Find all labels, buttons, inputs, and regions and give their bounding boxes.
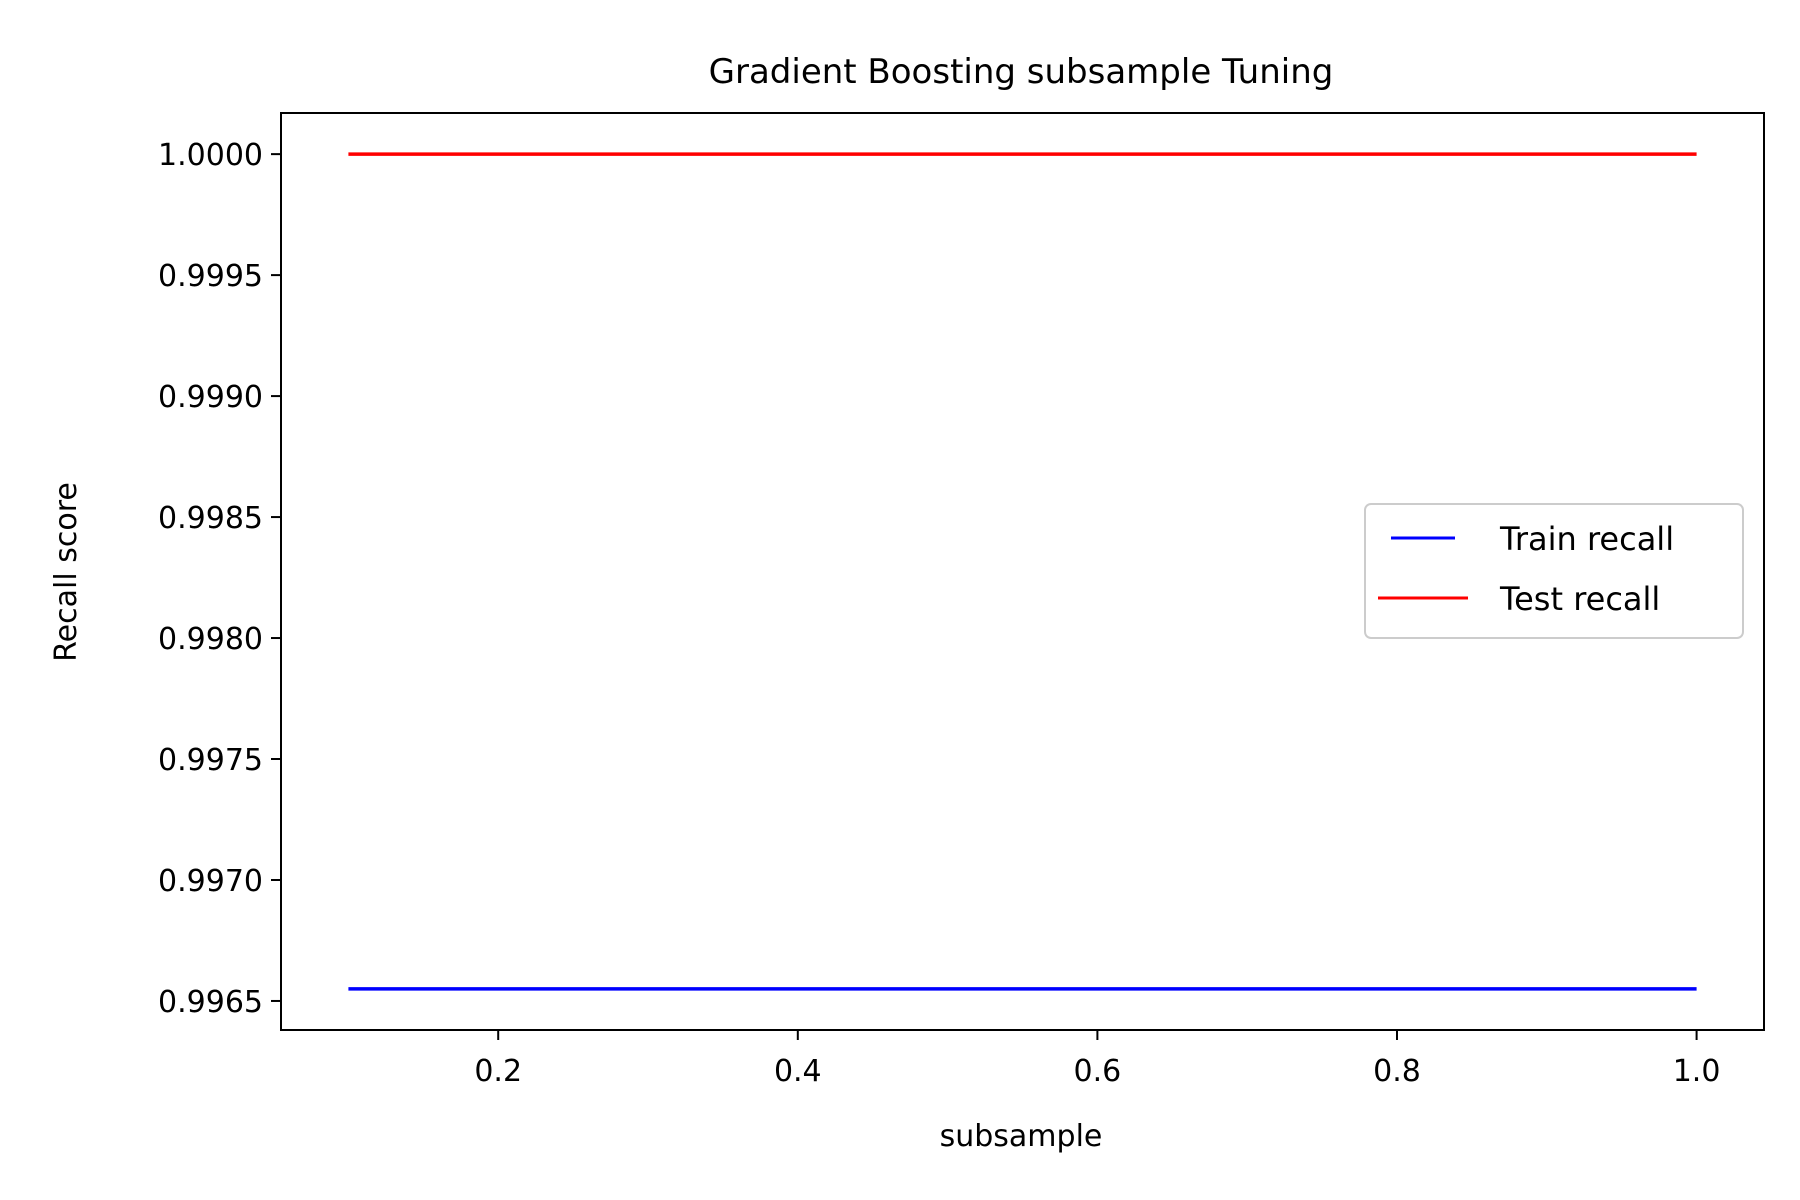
y-tick-label: 0.9985 [158,501,263,536]
legend: Train recall Test recall [1364,503,1744,639]
y-axis: 0.9965 0.9970 0.9975 0.9980 0.9985 0.9990 0.99… [158,138,281,1020]
y-tick-label: 0.9995 [158,259,263,294]
y-tick-label: 0.9980 [158,622,263,657]
x-axis-label: subsample [940,1119,1103,1154]
x-tick-label: 1.0 [1673,1054,1721,1089]
x-axis: 0.2 0.4 0.6 0.8 1.0 [474,1030,1720,1089]
series-layer [348,152,1697,991]
x-tick-label: 0.2 [474,1054,522,1089]
legend-label-test-recall: Test recall [1499,580,1660,618]
y-axis-label: Recall score [49,482,84,662]
x-tick-label: 0.6 [1074,1054,1122,1089]
chart-title: Gradient Boosting subsample Tuning [709,52,1334,92]
legend-frame [1364,503,1744,639]
y-tick-label: 0.9975 [158,743,263,778]
x-tick-label: 0.8 [1373,1054,1421,1089]
y-tick-label: 1.0000 [158,138,263,173]
x-tick-label: 0.4 [774,1054,822,1089]
plot-area [280,112,1765,1031]
y-tick-label: 0.9965 [158,985,263,1020]
plot-frame [280,112,1765,1031]
y-tick-label: 0.9970 [158,864,263,899]
legend-label-train-recall: Train recall [1499,520,1674,558]
y-tick-label: 0.9990 [158,380,263,415]
